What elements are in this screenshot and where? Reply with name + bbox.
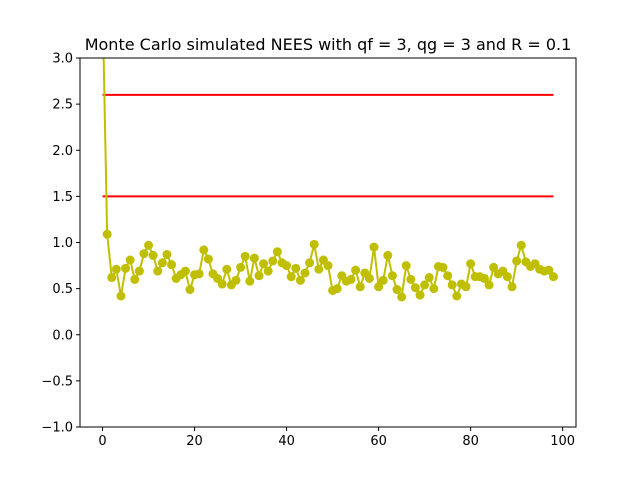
- data-point: [516, 240, 526, 250]
- data-point: [167, 260, 177, 270]
- data-point: [144, 240, 154, 250]
- data-point: [291, 263, 301, 273]
- data-point: [305, 258, 315, 268]
- y-tick-label: −1.0: [41, 421, 73, 436]
- data-point: [217, 279, 227, 289]
- data-point: [153, 266, 163, 276]
- data-point: [125, 255, 135, 265]
- x-tick-label: 20: [186, 434, 203, 449]
- axes: 0 20 40 60 80 100 −1.0 −0.5 0.0 0.5 1.0 1.5 2.0 2.5 3.…: [41, 52, 577, 449]
- y-tick-label: −0.5: [41, 374, 73, 389]
- data-point: [236, 262, 246, 272]
- data-point: [383, 250, 393, 260]
- data-point: [314, 264, 324, 274]
- data-point: [346, 274, 356, 284]
- data-point: [461, 282, 471, 292]
- x-tick-label: 60: [370, 434, 387, 449]
- data-point: [259, 259, 269, 269]
- y-tick-label: 0.5: [52, 282, 73, 297]
- data-point: [121, 263, 131, 273]
- data-point: [406, 274, 416, 284]
- data-point: [222, 264, 232, 274]
- data-point: [479, 273, 489, 283]
- data-point: [185, 285, 195, 295]
- data-point: [268, 256, 278, 266]
- data-point: [295, 275, 305, 285]
- data-point: [512, 256, 522, 266]
- x-tick-label: 40: [278, 434, 295, 449]
- x-tick-label: 0: [98, 434, 106, 449]
- chart-title: Monte Carlo simulated NEES with qf = 3, …: [85, 35, 572, 54]
- data-point: [116, 291, 126, 301]
- data-point: [162, 249, 172, 259]
- data-point: [397, 292, 407, 302]
- data-point: [107, 273, 117, 283]
- data-point: [102, 229, 112, 239]
- data-point: [245, 276, 255, 286]
- data-point: [111, 264, 121, 274]
- data-point: [180, 266, 190, 276]
- data-point: [355, 282, 365, 292]
- data-point: [401, 261, 411, 271]
- data-point: [429, 284, 439, 294]
- plot-area: [102, 58, 558, 302]
- data-point: [300, 268, 310, 278]
- data-point: [378, 275, 388, 285]
- data-point: [286, 272, 296, 282]
- data-point: [272, 247, 282, 257]
- data-point: [309, 239, 319, 249]
- data-point: [420, 280, 430, 290]
- y-tick-label: 3.0: [52, 52, 73, 67]
- data-point: [199, 245, 209, 255]
- data-point: [130, 274, 140, 284]
- data-point: [351, 265, 361, 275]
- data-point: [194, 269, 204, 279]
- data-point: [148, 250, 158, 260]
- data-point: [203, 254, 213, 264]
- data-point: [452, 291, 462, 301]
- data-point: [231, 275, 241, 285]
- x-tick-label: 100: [550, 434, 575, 449]
- data-point: [466, 259, 476, 269]
- data-point: [484, 280, 494, 290]
- data-point: [415, 290, 425, 300]
- data-point: [387, 271, 397, 281]
- data-point: [443, 271, 453, 281]
- data-point: [240, 251, 250, 261]
- y-tick-label: 1.5: [52, 190, 73, 205]
- data-point: [263, 266, 273, 276]
- x-tick-label: 80: [462, 434, 479, 449]
- data-point: [282, 261, 292, 271]
- data-point: [489, 262, 499, 272]
- data-point: [249, 253, 259, 263]
- data-point: [369, 242, 379, 252]
- data-point: [323, 261, 333, 271]
- data-point: [254, 271, 264, 281]
- data-point: [332, 284, 342, 294]
- data-point: [544, 265, 554, 275]
- data-point: [134, 266, 144, 276]
- data-point: [410, 283, 420, 293]
- data-point: [507, 282, 517, 292]
- data-point: [447, 280, 457, 290]
- y-tick-label: 0.0: [52, 328, 73, 343]
- data-point: [364, 273, 374, 283]
- data-point: [157, 258, 167, 268]
- data-point: [374, 282, 384, 292]
- data-point: [548, 272, 558, 282]
- y-tick-label: 1.0: [52, 236, 73, 251]
- y-tick-label: 2.5: [52, 98, 73, 113]
- y-tick-label: 2.0: [52, 144, 73, 159]
- data-point: [392, 285, 402, 295]
- data-point: [139, 249, 149, 259]
- data-point: [424, 273, 434, 283]
- data-point: [502, 272, 512, 282]
- data-point: [438, 262, 448, 272]
